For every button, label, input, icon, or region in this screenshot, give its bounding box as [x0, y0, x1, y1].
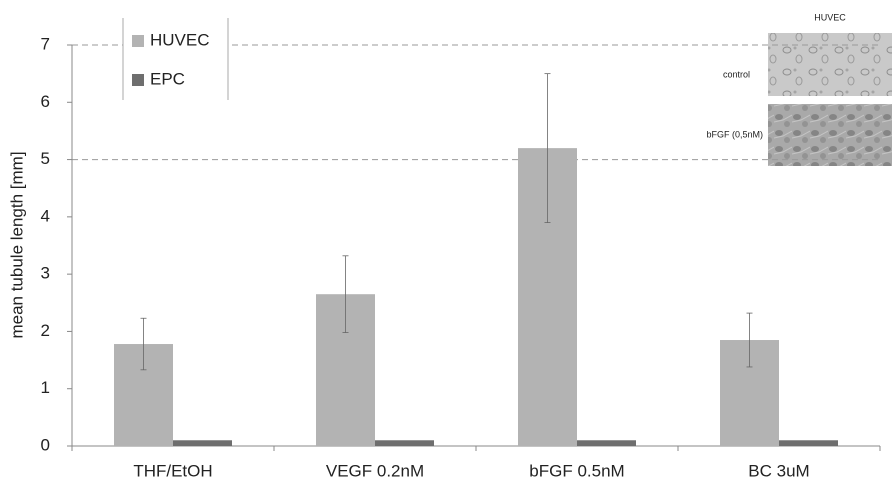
legend-swatch	[132, 35, 144, 47]
y-tick-label: 1	[41, 378, 50, 397]
legend-box	[123, 18, 228, 100]
bar	[375, 440, 434, 446]
y-tick-label: 6	[41, 92, 50, 111]
y-tick-label: 3	[41, 264, 50, 283]
x-tick-label: bFGF 0.5nM	[529, 461, 624, 480]
y-axis-label: mean tubule length [mm]	[7, 151, 26, 338]
y-tick-label: 4	[41, 206, 50, 225]
y-tick-label: 0	[41, 435, 50, 454]
inset-image	[768, 33, 892, 96]
y-tick-label: 5	[41, 149, 50, 168]
bar	[577, 440, 636, 446]
legend: HUVEC EPC	[122, 18, 229, 100]
legend-swatch	[132, 74, 144, 86]
inset-label: bFGF (0,5nM)	[706, 129, 763, 139]
x-tick-label: VEGF 0.2nM	[326, 461, 424, 480]
inset-title: HUVEC	[814, 12, 846, 22]
y-tick-label: 7	[41, 34, 50, 53]
bar	[173, 440, 232, 446]
inset: HUVEC control bFGF (0,5nM)	[706, 12, 892, 166]
legend-label: EPC	[150, 69, 185, 88]
legend-label: HUVEC	[150, 30, 210, 49]
inset-label: control	[723, 69, 750, 79]
x-tick-label: THF/EtOH	[133, 461, 212, 480]
bar	[779, 440, 838, 446]
y-tick-label: 2	[41, 321, 50, 340]
inset-image	[768, 104, 892, 166]
x-tick-label: BC 3uM	[748, 461, 809, 480]
